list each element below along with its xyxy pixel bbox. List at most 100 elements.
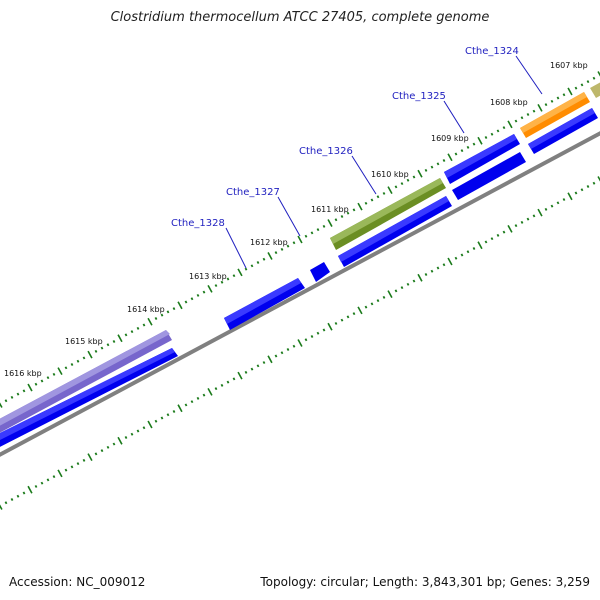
- inner-tick: [0, 504, 3, 510]
- inner-tick: [304, 338, 308, 342]
- outer-tick: [550, 99, 554, 103]
- inner-tick: [334, 321, 338, 325]
- outer-tick: [526, 112, 530, 116]
- outer-tick: [544, 103, 548, 107]
- outer-tick: [142, 323, 146, 327]
- inner-tick: [232, 377, 236, 381]
- cds-block-1327[interactable]: [310, 262, 330, 282]
- outer-tick: [292, 241, 296, 245]
- inner-tick: [352, 312, 356, 316]
- outer-tick: [214, 284, 218, 288]
- outer-tick: [267, 252, 273, 260]
- inner-tick: [106, 445, 110, 449]
- inner-tick-track: [0, 176, 600, 510]
- gene-label-1324[interactable]: Cthe_1324: [465, 46, 519, 57]
- inner-tick: [442, 263, 446, 267]
- outer-tick: [106, 343, 110, 347]
- gene-callout-line-1328: [225, 227, 247, 269]
- outer-tick: [124, 333, 128, 337]
- outer-tick: [27, 383, 33, 392]
- gene-callout-line-1324: [515, 55, 543, 95]
- outer-tick: [262, 257, 266, 261]
- outer-tick: [184, 300, 188, 304]
- inner-tick: [27, 485, 33, 494]
- outer-tick: [430, 165, 434, 169]
- inner-tick: [117, 436, 123, 445]
- feature-orange[interactable]: [520, 92, 590, 138]
- inner-tick: [250, 367, 254, 371]
- outer-tick: [117, 334, 123, 343]
- inner-tick: [52, 475, 56, 479]
- inner-tick: [274, 354, 278, 358]
- gene-label-1328[interactable]: Cthe_1328: [171, 218, 225, 229]
- gene-label-1327[interactable]: Cthe_1327: [226, 187, 280, 198]
- inner-tick: [256, 364, 260, 368]
- outer-tick: [76, 359, 80, 363]
- cds-block-1326[interactable]: [338, 196, 452, 267]
- inner-tick: [214, 387, 218, 391]
- inner-tick: [520, 220, 524, 224]
- outer-tick: [82, 356, 86, 360]
- outer-tick: [400, 182, 404, 186]
- outer-tick: [507, 120, 513, 129]
- outer-tick: [460, 149, 464, 153]
- kbp-label-1614: 1614 kbp: [127, 305, 165, 314]
- gene-callout-line-1325: [443, 100, 465, 134]
- inner-tick: [382, 295, 386, 299]
- inner-tick: [94, 452, 98, 456]
- inner-tick: [417, 273, 423, 282]
- inner-tick: [466, 250, 470, 254]
- outer-tick: [40, 379, 44, 383]
- cds-block-1324[interactable]: [528, 108, 598, 154]
- gene-label-1325[interactable]: Cthe_1325: [392, 91, 446, 102]
- outer-tick: [346, 211, 350, 215]
- outer-tick: [226, 277, 230, 281]
- outer-tick: [490, 132, 494, 136]
- outer-tick: [454, 152, 458, 156]
- inner-tick: [220, 383, 224, 387]
- inner-tick: [297, 339, 303, 347]
- gene-label-1326[interactable]: Cthe_1326: [299, 146, 353, 157]
- outer-tick: [382, 191, 386, 195]
- inner-tick: [237, 371, 243, 380]
- feature-tan[interactable]: [590, 77, 600, 98]
- inner-tick: [447, 257, 453, 266]
- feature-olive[interactable]: [330, 178, 446, 250]
- outer-tick: [412, 175, 416, 179]
- inner-tick: [267, 355, 273, 364]
- inner-tick: [567, 192, 573, 201]
- inner-tick: [46, 478, 50, 482]
- outer-tick: [147, 317, 153, 326]
- outer-tick: [477, 136, 483, 145]
- cds-block-left[interactable]: [0, 348, 178, 452]
- inner-tick: [142, 426, 146, 430]
- outer-tick: [57, 367, 63, 375]
- outer-tick: [447, 153, 453, 162]
- inner-tick: [202, 393, 206, 397]
- outer-tick: [100, 346, 104, 350]
- outer-tick: [357, 202, 363, 211]
- outer-tick: [316, 228, 320, 232]
- outer-tick: [592, 76, 596, 80]
- inner-tick: [327, 322, 333, 331]
- outer-tick: [64, 366, 68, 370]
- cds-block-1325-upper[interactable]: [444, 134, 520, 184]
- outer-tick: [532, 109, 536, 113]
- outer-tick: [304, 234, 308, 238]
- inner-tick: [436, 266, 440, 270]
- outer-tick: [310, 231, 314, 235]
- outer-tick-track: [0, 71, 600, 408]
- outer-tick: [232, 274, 236, 278]
- outer-tick: [562, 93, 566, 97]
- cds-block-1328[interactable]: [224, 278, 305, 330]
- cds-block-1325-lower[interactable]: [452, 152, 526, 200]
- feature-purple[interactable]: [0, 330, 172, 438]
- inner-tick: [322, 328, 326, 332]
- outer-tick: [502, 126, 506, 130]
- outer-tick: [406, 178, 410, 182]
- inner-tick: [532, 214, 536, 218]
- inner-tick: [387, 290, 393, 298]
- inner-tick: [40, 481, 44, 485]
- inner-tick: [147, 420, 153, 429]
- inner-tick: [166, 413, 170, 417]
